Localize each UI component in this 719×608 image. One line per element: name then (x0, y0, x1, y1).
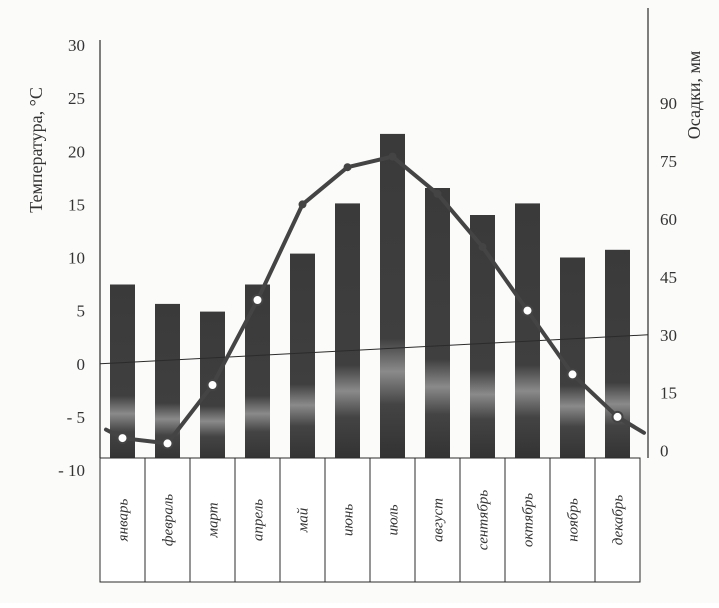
precipitation-bar (290, 253, 315, 464)
temperature-line-layer (104, 152, 646, 450)
y-tick-label: - 10 (58, 461, 85, 480)
temperature-point (611, 410, 624, 423)
month-label: май (296, 507, 312, 533)
y2-tick-label: 45 (660, 268, 677, 287)
temperature-point (161, 437, 174, 450)
month-label: март (206, 502, 222, 538)
y-tick-label: 15 (68, 195, 85, 214)
y2-tick-label: 60 (660, 210, 677, 229)
y2-axis-title: Осадки, мм (684, 51, 704, 140)
month-label: апрель (251, 499, 267, 541)
precipitation-bar (515, 203, 540, 464)
y-axis-title: Температура, °С (26, 87, 46, 213)
temperature-point (521, 304, 534, 317)
bars-layer (110, 133, 630, 464)
y2-tick-label: 30 (660, 326, 677, 345)
precipitation-bar (155, 303, 180, 464)
y2-tick-label: 75 (660, 152, 677, 171)
month-label: июнь (341, 504, 357, 537)
temperature-point (478, 242, 487, 251)
zero-temperature-line (99, 334, 649, 365)
precipitation-bar (380, 133, 405, 464)
precipitation-bar (470, 215, 495, 464)
month-label: сентябрь (476, 490, 492, 551)
month-label: июль (386, 504, 402, 535)
y2-tick-label: 15 (660, 384, 677, 403)
temperature-point (566, 368, 579, 381)
temperature-point (343, 163, 352, 172)
month-label: октябрь (521, 493, 537, 547)
month-label: ноябрь (566, 498, 582, 542)
y2-tick-label: 0 (660, 442, 669, 461)
temperature-line (104, 154, 646, 446)
month-label: декабрь (611, 495, 627, 546)
axes-layer (99, 8, 649, 583)
y-tick-label: - 5 (67, 408, 85, 427)
y-tick-label: 0 (77, 355, 86, 374)
y-tick-label: 20 (68, 142, 85, 161)
month-label: февраль (161, 494, 177, 546)
y2-tick-label: 90 (660, 94, 677, 113)
temperature-point (298, 200, 307, 209)
y-tick-label: 5 (77, 302, 86, 321)
labels-layer: 30 25 20 15 10 5 0 - 5 - 10 90 75 60 45 30 15 0 Температ… (26, 36, 704, 550)
y-tick-label: 25 (68, 89, 85, 108)
y-tick-label: 30 (68, 36, 85, 55)
temperature-point (388, 152, 397, 161)
temperature-point (206, 379, 219, 391)
temperature-point (251, 294, 264, 306)
precipitation-bar (605, 249, 630, 464)
precipitation-bar (245, 284, 270, 464)
month-label: август (431, 498, 447, 542)
precipitation-bar (335, 203, 360, 464)
temperature-point (433, 189, 442, 198)
precipitation-bar (425, 188, 450, 464)
month-label: январь (116, 499, 132, 543)
temperature-point (116, 432, 129, 445)
y-tick-label: 10 (68, 249, 85, 268)
